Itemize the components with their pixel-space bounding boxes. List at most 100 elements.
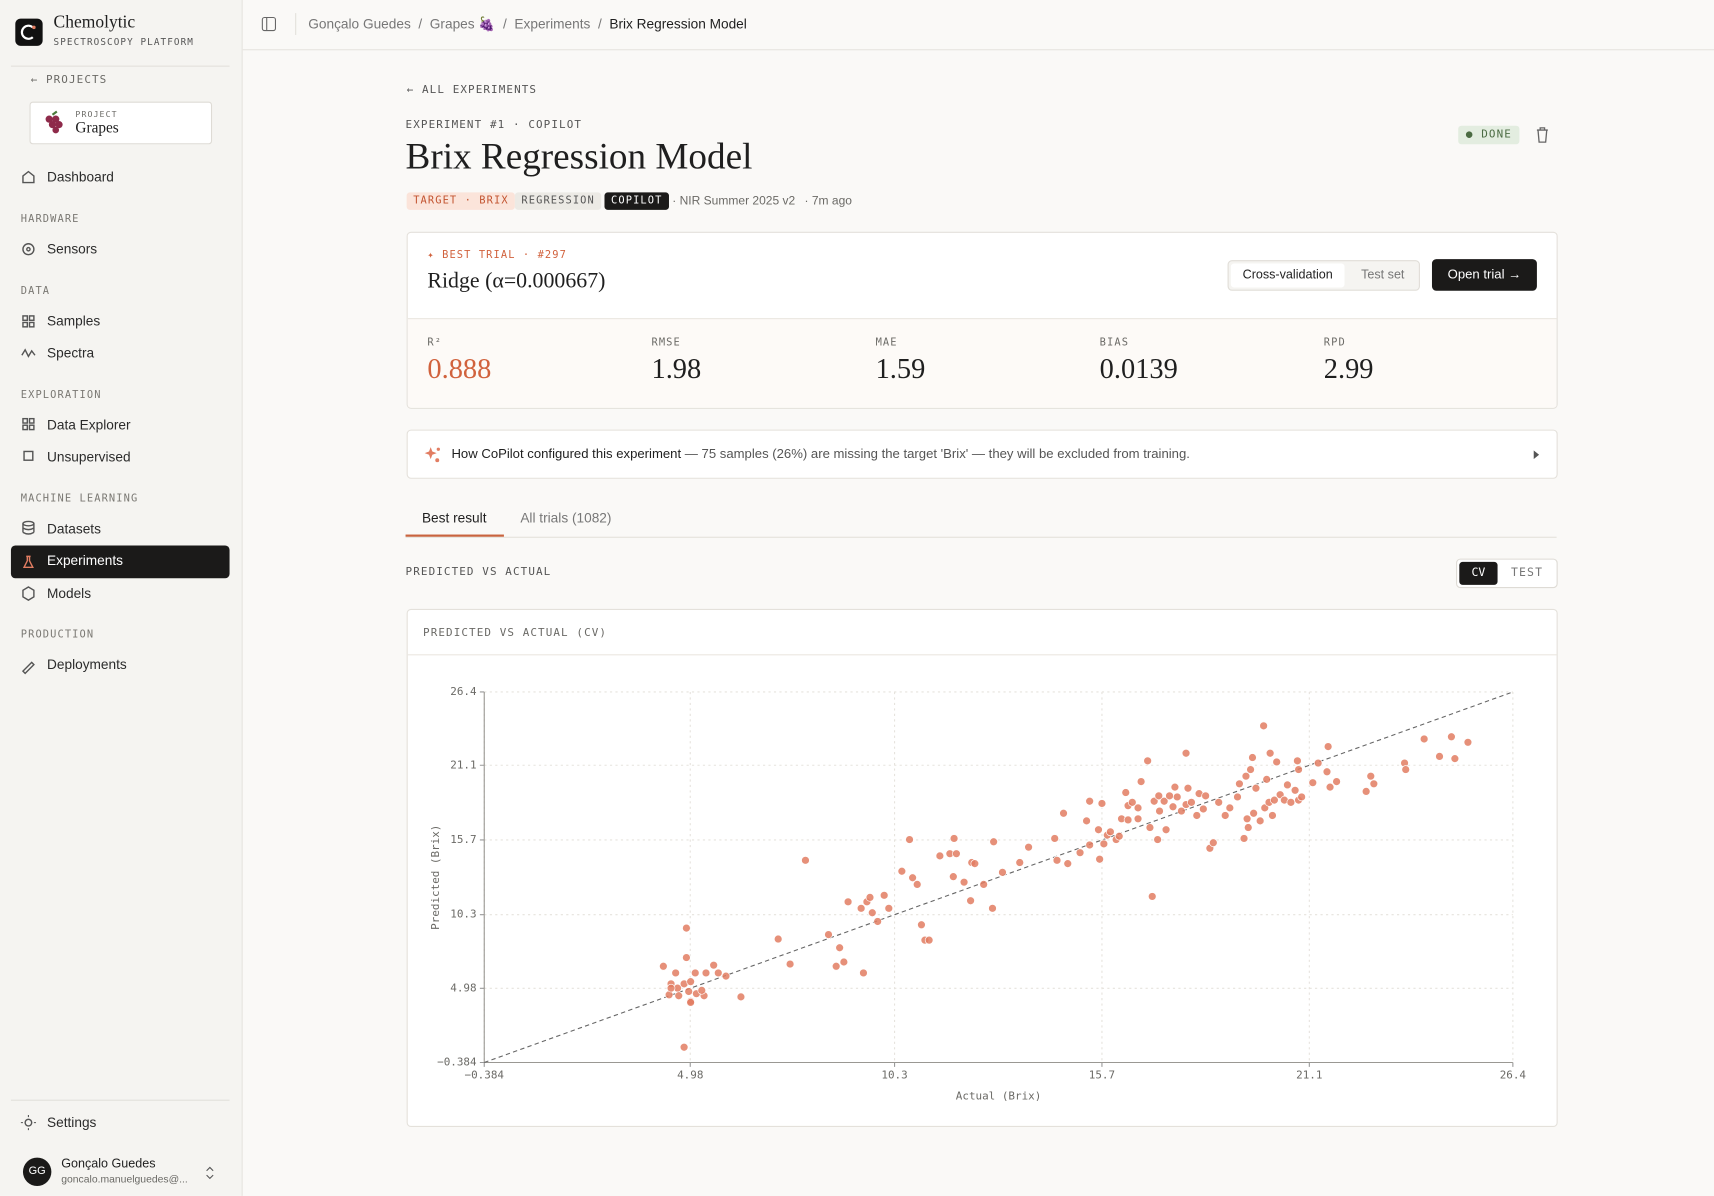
delete-button[interactable] bbox=[1535, 127, 1550, 143]
time: · 7m ago bbox=[804, 194, 852, 208]
point bbox=[856, 904, 866, 913]
point bbox=[1251, 783, 1261, 793]
point bbox=[736, 992, 746, 1002]
point bbox=[701, 968, 711, 978]
point bbox=[1170, 782, 1180, 792]
point bbox=[1241, 771, 1251, 781]
nav-item[interactable]: Models bbox=[47, 585, 92, 602]
point bbox=[1199, 804, 1208, 814]
point bbox=[1294, 765, 1303, 774]
tabs-border bbox=[405, 536, 1557, 538]
brand-name: Chemolytic bbox=[53, 13, 136, 32]
point bbox=[949, 872, 958, 881]
point bbox=[1255, 816, 1265, 826]
toggle-option[interactable]: Test set bbox=[1361, 268, 1405, 283]
crumb-current: Brix Regression Model bbox=[609, 16, 747, 32]
point bbox=[1143, 756, 1152, 766]
crumb[interactable]: Experiments bbox=[514, 16, 591, 32]
nav-item[interactable]: Samples bbox=[47, 313, 101, 330]
point bbox=[1332, 777, 1341, 786]
nav-active-bg bbox=[10, 545, 230, 579]
y-tick-label: 10.3 bbox=[450, 908, 476, 921]
point bbox=[1293, 756, 1302, 766]
point bbox=[1095, 854, 1104, 864]
x-axis-label: Actual (Brix) bbox=[956, 1089, 1041, 1102]
page-title: Brix Regression Model bbox=[405, 136, 753, 178]
point bbox=[1085, 796, 1094, 806]
icon bbox=[22, 170, 35, 184]
point bbox=[989, 837, 998, 847]
back-label: PROJECTS bbox=[45, 74, 108, 87]
point bbox=[686, 977, 695, 986]
point bbox=[831, 962, 841, 971]
toggle-option-active[interactable]: CV bbox=[1459, 561, 1498, 585]
sidebar-toggle[interactable] bbox=[261, 16, 277, 32]
point bbox=[1259, 721, 1268, 731]
sidebar: Chemolytic SPECTROSCOPY PLATFORM ← PROJE… bbox=[0, 0, 243, 1196]
section-title: HARDWARE bbox=[20, 213, 80, 226]
back-projects[interactable]: ← PROJECTS bbox=[30, 74, 108, 87]
back-experiments[interactable]: ← ALL EXPERIMENTS bbox=[406, 84, 538, 97]
point bbox=[1463, 738, 1473, 747]
point bbox=[1097, 799, 1107, 808]
point bbox=[1114, 831, 1124, 841]
nav-item[interactable]: Settings bbox=[47, 1114, 97, 1131]
chart-title: PREDICTED VS ACTUAL (CV) bbox=[423, 626, 607, 639]
metric-label: R² bbox=[427, 336, 443, 349]
nav-item[interactable]: Spectra bbox=[47, 345, 95, 361]
status-badge: ● DONE bbox=[1458, 125, 1520, 145]
topbar-border bbox=[242, 49, 1714, 51]
x-tick-label: 26.4 bbox=[1500, 1069, 1527, 1082]
point bbox=[666, 983, 676, 993]
point bbox=[1209, 838, 1218, 848]
metric-label: RPD bbox=[1323, 336, 1346, 349]
toggle-option-active[interactable]: Cross-validation bbox=[1230, 263, 1345, 288]
tab-underline bbox=[405, 534, 504, 537]
crumb[interactable]: Grapes 🍇 bbox=[429, 16, 496, 32]
y-tick-label: 26.4 bbox=[450, 685, 477, 698]
point bbox=[1369, 779, 1379, 789]
crumb[interactable]: Gonçalo Guedes bbox=[308, 16, 411, 32]
copilot-notice[interactable]: How CoPilot configured this experiment —… bbox=[406, 429, 1558, 479]
status: DONE bbox=[1481, 128, 1512, 142]
nav-item[interactable]: Deployments bbox=[47, 656, 127, 673]
tab-active[interactable]: Best result bbox=[421, 510, 487, 526]
point bbox=[1136, 777, 1146, 786]
point bbox=[1149, 796, 1159, 806]
point bbox=[1099, 839, 1109, 849]
point bbox=[1366, 771, 1376, 781]
section-title: MACHINE LEARNING bbox=[20, 492, 139, 506]
nav-item[interactable]: Dashboard bbox=[47, 169, 114, 185]
nav-item[interactable]: Data Explorer bbox=[47, 417, 131, 433]
point bbox=[970, 859, 980, 868]
point bbox=[935, 851, 945, 861]
point bbox=[1435, 752, 1444, 761]
project-switcher[interactable]: PROJECT Grapes bbox=[29, 101, 213, 145]
point bbox=[1172, 792, 1182, 802]
point bbox=[686, 998, 695, 1007]
nav-item[interactable]: Unsupervised bbox=[47, 449, 131, 465]
tab[interactable]: All trials (1082) bbox=[520, 510, 612, 526]
logo-icon bbox=[20, 24, 36, 40]
nav-item[interactable]: Sensors bbox=[47, 241, 98, 257]
chart-card: PREDICTED VS ACTUAL (CV) −0.384 4.98 10.3 1… bbox=[406, 608, 1558, 1127]
point bbox=[905, 835, 914, 844]
nav-item-active[interactable]: Experiments bbox=[47, 553, 123, 569]
point bbox=[1447, 732, 1456, 742]
chevron[interactable] bbox=[203, 1165, 216, 1180]
point bbox=[721, 971, 731, 981]
point bbox=[966, 896, 975, 905]
point bbox=[1401, 765, 1410, 774]
open-trial-button[interactable]: Open trial → bbox=[1431, 259, 1537, 291]
project-name: Grapes bbox=[75, 120, 119, 137]
toggle-option[interactable]: TEST bbox=[1511, 566, 1544, 580]
project-label: PROJECT bbox=[75, 109, 118, 120]
point bbox=[843, 897, 853, 907]
point bbox=[1192, 811, 1202, 820]
chart: PREDICTED VS ACTUAL (CV) −0.384 4.98 10.3 1… bbox=[407, 626, 1557, 1102]
nav-item[interactable]: Datasets bbox=[47, 521, 101, 537]
point bbox=[1094, 825, 1103, 835]
point bbox=[674, 991, 683, 1001]
point bbox=[859, 968, 868, 978]
